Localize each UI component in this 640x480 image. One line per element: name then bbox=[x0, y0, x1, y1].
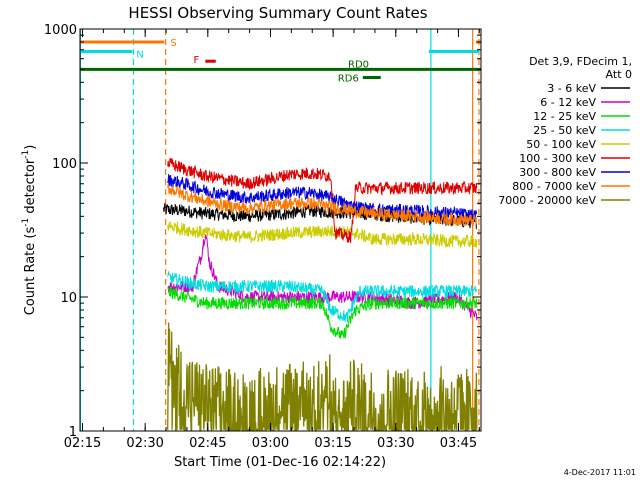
segment-label-rd0: RD0 bbox=[348, 59, 369, 70]
legend-label-7000-20000-kev: 7000 - 20000 keV bbox=[498, 194, 596, 207]
y-axis: 1 10 100 1000 bbox=[44, 23, 481, 440]
x-tick-label: 03:45 bbox=[440, 436, 477, 451]
x-axis-label: Start Time (01-Dec-16 02:14:22) bbox=[174, 455, 386, 470]
legend-label-50-100-kev: 50 - 100 keV bbox=[526, 138, 596, 151]
x-tick-label: 02:15 bbox=[64, 436, 101, 451]
x-tick-label: 03:15 bbox=[314, 436, 351, 451]
y-tick-label: 100 bbox=[52, 157, 77, 172]
series-800-7000-kev bbox=[167, 183, 478, 227]
legend-label-12-25-kev: 12 - 25 keV bbox=[533, 110, 596, 123]
chart-title: HESSI Observing Summary Count Rates bbox=[128, 4, 427, 22]
legend-label-800-7000-kev: 800 - 7000 keV bbox=[512, 180, 596, 193]
y-axis-label-mid: detector bbox=[23, 158, 38, 218]
legend-label-25-50-kev: 25 - 50 keV bbox=[533, 124, 596, 137]
x-tick-label: 02:45 bbox=[189, 436, 226, 451]
attenuator-segments: S N F RD0 RD6 bbox=[80, 38, 481, 84]
x-tick-label: 02:30 bbox=[126, 436, 163, 451]
y-axis-label-sup2: -1 bbox=[21, 150, 31, 159]
x-tick-label: 03:00 bbox=[252, 436, 289, 451]
series-layer bbox=[163, 158, 478, 431]
y-tick-label: 1000 bbox=[44, 23, 77, 38]
series-100-300-kev bbox=[167, 158, 478, 243]
legend-header-line-2: Att 0 bbox=[606, 68, 632, 81]
y-axis-label-sup1: -1 bbox=[21, 218, 31, 227]
series-7000-20000-kev bbox=[167, 322, 478, 431]
plot-frame bbox=[79, 28, 482, 432]
y-tick-label: 10 bbox=[60, 291, 77, 306]
y-tick-label: 1 bbox=[69, 425, 77, 440]
legend-header-line-1: Det 3,9, FDecim 1, bbox=[529, 55, 632, 68]
y-axis-label-end: ) bbox=[23, 145, 38, 150]
series-50-100-kev bbox=[167, 221, 478, 250]
x-tick-label: 03:30 bbox=[377, 436, 414, 451]
x-axis: 02:15 02:30 02:45 03:00 03:15 03:30 03:45 bbox=[64, 29, 480, 451]
segment-label-f: F bbox=[194, 55, 200, 66]
y-axis-label: Count Rate (s-1 detector-1) bbox=[21, 145, 38, 316]
segment-label-n: N bbox=[136, 49, 143, 60]
legend-label-6-12-kev: 6 - 12 keV bbox=[540, 96, 596, 109]
segment-label-rd6: RD6 bbox=[338, 73, 359, 84]
legend-label-100-300-kev: 100 - 300 keV bbox=[519, 152, 596, 165]
legend-label-300-800-kev: 300 - 800 keV bbox=[519, 166, 596, 179]
segment-label-s: S bbox=[170, 38, 176, 49]
series-12-25-kev bbox=[167, 286, 478, 339]
legend-label-3-6-kev: 3 - 6 keV bbox=[547, 82, 596, 95]
footer-timestamp: 4-Dec-2017 11:01 bbox=[564, 468, 636, 477]
series-25-50-kev bbox=[167, 271, 478, 323]
y-axis-label-main: Count Rate (s bbox=[23, 227, 38, 316]
